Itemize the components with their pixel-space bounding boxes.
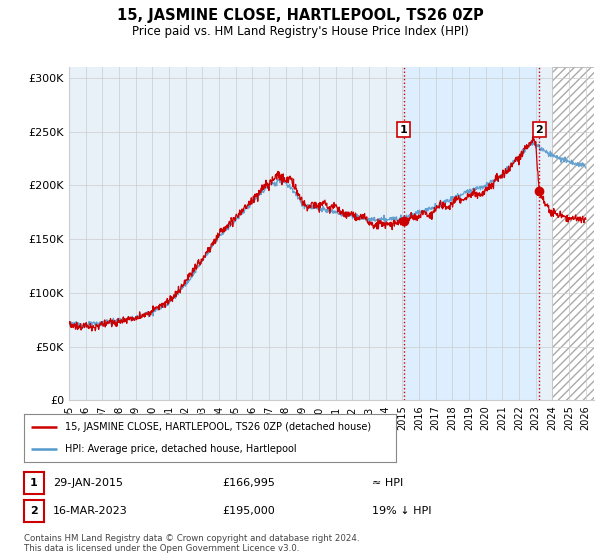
Bar [553,67,594,400]
Text: £195,000: £195,000 [222,506,275,516]
Text: 15, JASMINE CLOSE, HARTLEPOOL, TS26 0ZP: 15, JASMINE CLOSE, HARTLEPOOL, TS26 0ZP [116,8,484,24]
Bar [404,67,539,400]
Text: 1: 1 [30,478,38,488]
Text: Price paid vs. HM Land Registry's House Price Index (HPI): Price paid vs. HM Land Registry's House … [131,25,469,38]
Text: ≈ HPI: ≈ HPI [372,478,403,488]
Text: HPI: Average price, detached house, Hartlepool: HPI: Average price, detached house, Hart… [65,444,296,454]
Text: 19% ↓ HPI: 19% ↓ HPI [372,506,431,516]
Text: 16-MAR-2023: 16-MAR-2023 [53,506,128,516]
Text: 1: 1 [400,124,407,134]
Text: Contains HM Land Registry data © Crown copyright and database right 2024.
This d: Contains HM Land Registry data © Crown c… [24,534,359,553]
Text: 2: 2 [535,124,543,134]
Text: £166,995: £166,995 [222,478,275,488]
Text: 2: 2 [30,506,38,516]
Text: 29-JAN-2015: 29-JAN-2015 [53,478,123,488]
Text: 15, JASMINE CLOSE, HARTLEPOOL, TS26 0ZP (detached house): 15, JASMINE CLOSE, HARTLEPOOL, TS26 0ZP … [65,422,371,432]
